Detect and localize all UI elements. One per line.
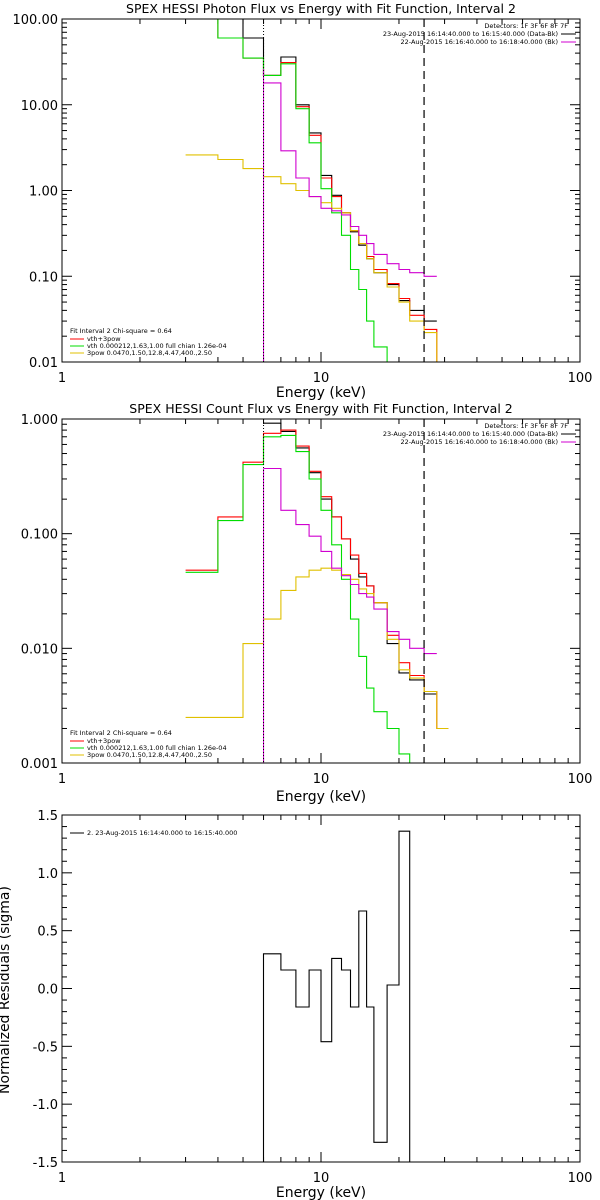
panel2-plot-area: 1 10 100 0.001 0.010 0.100 1.000 xyxy=(21,413,593,787)
panel1-legend-detectors: Detectors: 1F 3F 6F 8F 7F xyxy=(484,22,568,30)
panel-count-flux: SPEX HESSI Count Flux vs Energy with Fit… xyxy=(70,401,576,805)
panel3-yticklabel: -0.5 xyxy=(33,1040,58,1055)
panel1-frame xyxy=(61,18,581,363)
panel3-yticklabel: 0.5 xyxy=(37,925,58,940)
panel-residuals: Energy (keV) Normalized Residuals (sigma… xyxy=(0,829,366,1200)
panel3-xticklabel: 10 xyxy=(313,1171,330,1186)
panel1-xlabel: Energy (keV) xyxy=(276,385,366,401)
panel3-legend-interval: 2. 23-Aug-2015 16:14:40.000 to 16:15:40.… xyxy=(87,829,237,837)
panel2-series-group xyxy=(185,422,449,763)
series-data xyxy=(217,19,437,322)
panel2-xticklabel: 100 xyxy=(568,772,593,787)
series-vth xyxy=(185,19,449,362)
panel-photon-flux: SPEX HESSI Photon Flux vs Energy with Fi… xyxy=(70,1,576,401)
panel2-legend-fit: Fit Interval 2 Chi-square = 0.64 xyxy=(70,729,172,737)
panel1-legend-top: Detectors: 1F 3F 6F 8F 7F 23-Aug-2015 16… xyxy=(383,22,576,46)
panel3-xticklabel: 100 xyxy=(568,1171,593,1186)
series-bkg xyxy=(263,467,437,655)
panel1-yticklabel: 1.00 xyxy=(29,185,58,200)
series-bkg xyxy=(263,82,437,277)
panel2-legend-databk: 23-Aug-2015 16:14:40.000 to 16:15:40.000… xyxy=(383,430,558,438)
panel1-xticklabel: 1 xyxy=(58,371,66,386)
panel3-legend-top: 2. 23-Aug-2015 16:14:40.000 to 16:15:40.… xyxy=(70,829,237,837)
panel2-xticklabel: 10 xyxy=(313,772,330,787)
panel2-legend-bottom: Fit Interval 2 Chi-square = 0.64 vth+3po… xyxy=(70,729,227,759)
panel2-yticklabel: 1.000 xyxy=(21,413,58,428)
panel1-yticklabel: 100.00 xyxy=(13,13,59,28)
panel2-frame xyxy=(61,418,581,764)
panel3-yticklabel: 0.0 xyxy=(37,983,58,998)
series-vth-3pow xyxy=(185,429,449,730)
panel2-legend-detectors: Detectors: 1F 3F 6F 8F 7F xyxy=(484,422,568,430)
panel3-yticklabel: 1.0 xyxy=(37,867,58,882)
panel2-legend-3pow: 3pow 0.0470,1.50,12.8,4.47,400.,2.50 xyxy=(87,751,212,759)
panel3-series-group xyxy=(262,830,411,1162)
panel1-legend-3pow: 3pow 0.0470,1.50,12.8,4.47,400.,2.50 xyxy=(87,349,212,357)
panel3-plot-area: 1 10 100 -1.5 -1.0 -0.5 0.0 0.5 1.0 1.5 xyxy=(33,809,593,1186)
panel1-xticklabel: 100 xyxy=(568,371,593,386)
panel3-xlabel: Energy (keV) xyxy=(276,1185,366,1200)
panel2-legend-bk: 22-Aug-2015 16:16:40.000 to 16:18:40.000… xyxy=(401,438,558,446)
panel2-yticklabel: 0.001 xyxy=(21,757,58,772)
panel2-xlabel: Energy (keV) xyxy=(276,789,366,805)
series-2-23-aug-2015-16-14-40-000-to-16-15-40-000 xyxy=(262,830,411,1162)
panel1-xticklabel: 10 xyxy=(313,371,330,386)
panel1-legend-fit: Fit Interval 2 Chi-square = 0.64 xyxy=(70,327,172,335)
panel2-legend-vth: vth 0.000212,1.63,1.00 full chian 1.26e-… xyxy=(87,744,227,752)
panel2-title: SPEX HESSI Count Flux vs Energy with Fit… xyxy=(129,401,512,416)
panel2-yticklabel: 0.100 xyxy=(21,528,58,543)
panel3-frame xyxy=(61,814,581,1163)
panel1-plot-area: 1 10 100 0.01 0.10 1.00 10.00 100.00 xyxy=(13,13,593,386)
panel1-yticklabel: 10.00 xyxy=(21,99,58,114)
panel2-yticklabel: 0.010 xyxy=(21,642,58,657)
panel3-ylabel: Normalized Residuals (sigma) xyxy=(0,886,13,1094)
panel1-legend-databk: 23-Aug-2015 16:14:40.000 to 16:15:40.000… xyxy=(383,30,558,38)
series-data xyxy=(263,422,437,695)
panel3-yticklabel: -1.5 xyxy=(33,1156,58,1171)
series-vth-3pow xyxy=(185,19,449,362)
series-3pow xyxy=(185,567,449,730)
panel1-legend-bottom: Fit Interval 2 Chi-square = 0.64 vth+3po… xyxy=(70,327,227,357)
panel1-yticklabel: 0.10 xyxy=(29,270,58,285)
panel3-yticklabel: -1.0 xyxy=(33,1098,58,1113)
series-vth xyxy=(185,434,449,763)
panel1-yticklabel: 0.01 xyxy=(29,356,58,371)
series-3pow xyxy=(185,154,449,362)
panel1-legend-vth3pow: vth+3pow xyxy=(87,335,121,343)
panel3-yticklabel: 1.5 xyxy=(37,809,58,824)
panel2-legend-vth3pow: vth+3pow xyxy=(87,737,121,745)
panel1-legend-vth: vth 0.000212,1.63,1.00 full chian 1.26e-… xyxy=(87,342,227,350)
panel1-legend-bk: 22-Aug-2015 16:16:40.000 to 16:18:40.000… xyxy=(401,38,558,46)
panel1-title: SPEX HESSI Photon Flux vs Energy with Fi… xyxy=(126,1,516,16)
panel2-legend-top: Detectors: 1F 3F 6F 8F 7F 23-Aug-2015 16… xyxy=(383,422,576,446)
panel1-series-group xyxy=(185,19,449,362)
panel2-xticklabel: 1 xyxy=(58,772,66,787)
panel3-xticklabel: 1 xyxy=(58,1171,66,1186)
